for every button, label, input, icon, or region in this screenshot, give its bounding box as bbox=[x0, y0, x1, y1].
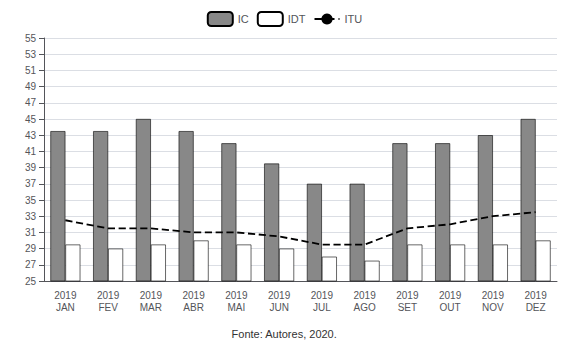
svg-text:JAN: JAN bbox=[56, 302, 75, 313]
svg-text:2019: 2019 bbox=[54, 290, 77, 301]
svg-text:IDT: IDT bbox=[288, 13, 306, 25]
svg-text:DEZ: DEZ bbox=[526, 302, 546, 313]
svg-text:51: 51 bbox=[25, 65, 37, 76]
svg-text:2019: 2019 bbox=[183, 290, 206, 301]
svg-text:37: 37 bbox=[25, 178, 37, 189]
svg-text:ABR: ABR bbox=[183, 302, 204, 313]
svg-text:MAR: MAR bbox=[140, 302, 162, 313]
svg-text:NOV: NOV bbox=[482, 302, 504, 313]
svg-text:29: 29 bbox=[25, 243, 37, 254]
svg-text:JUL: JUL bbox=[313, 302, 331, 313]
svg-text:2019: 2019 bbox=[225, 290, 248, 301]
svg-text:33: 33 bbox=[25, 211, 37, 222]
svg-text:2019: 2019 bbox=[268, 290, 291, 301]
svg-text:SET: SET bbox=[398, 302, 417, 313]
svg-text:FEV: FEV bbox=[98, 302, 118, 313]
svg-text:2019: 2019 bbox=[97, 290, 120, 301]
svg-text:JUN: JUN bbox=[269, 302, 288, 313]
svg-text:41: 41 bbox=[25, 146, 37, 157]
svg-text:AGO: AGO bbox=[354, 302, 376, 313]
svg-text:31: 31 bbox=[25, 227, 37, 238]
svg-text:2019: 2019 bbox=[525, 290, 548, 301]
svg-text:49: 49 bbox=[25, 81, 37, 92]
svg-text:2019: 2019 bbox=[482, 290, 505, 301]
svg-text:39: 39 bbox=[25, 162, 37, 173]
svg-text:2019: 2019 bbox=[140, 290, 163, 301]
svg-text:27: 27 bbox=[25, 259, 37, 270]
svg-text:2019: 2019 bbox=[439, 290, 462, 301]
svg-text:IC: IC bbox=[238, 13, 249, 25]
svg-text:55: 55 bbox=[25, 33, 37, 44]
svg-text:35: 35 bbox=[25, 195, 37, 206]
svg-text:MAI: MAI bbox=[227, 302, 245, 313]
svg-text:53: 53 bbox=[25, 49, 37, 60]
svg-text:47: 47 bbox=[25, 97, 37, 108]
svg-text:2019: 2019 bbox=[396, 290, 419, 301]
svg-text:25: 25 bbox=[25, 276, 37, 287]
svg-text:2019: 2019 bbox=[311, 290, 334, 301]
svg-text:45: 45 bbox=[25, 114, 37, 125]
svg-text:Fonte: Autores, 2020.: Fonte: Autores, 2020. bbox=[232, 328, 337, 340]
svg-text:OUT: OUT bbox=[440, 302, 461, 313]
svg-text:ITU: ITU bbox=[345, 13, 363, 25]
svg-text:43: 43 bbox=[25, 130, 37, 141]
svg-text:2019: 2019 bbox=[354, 290, 377, 301]
